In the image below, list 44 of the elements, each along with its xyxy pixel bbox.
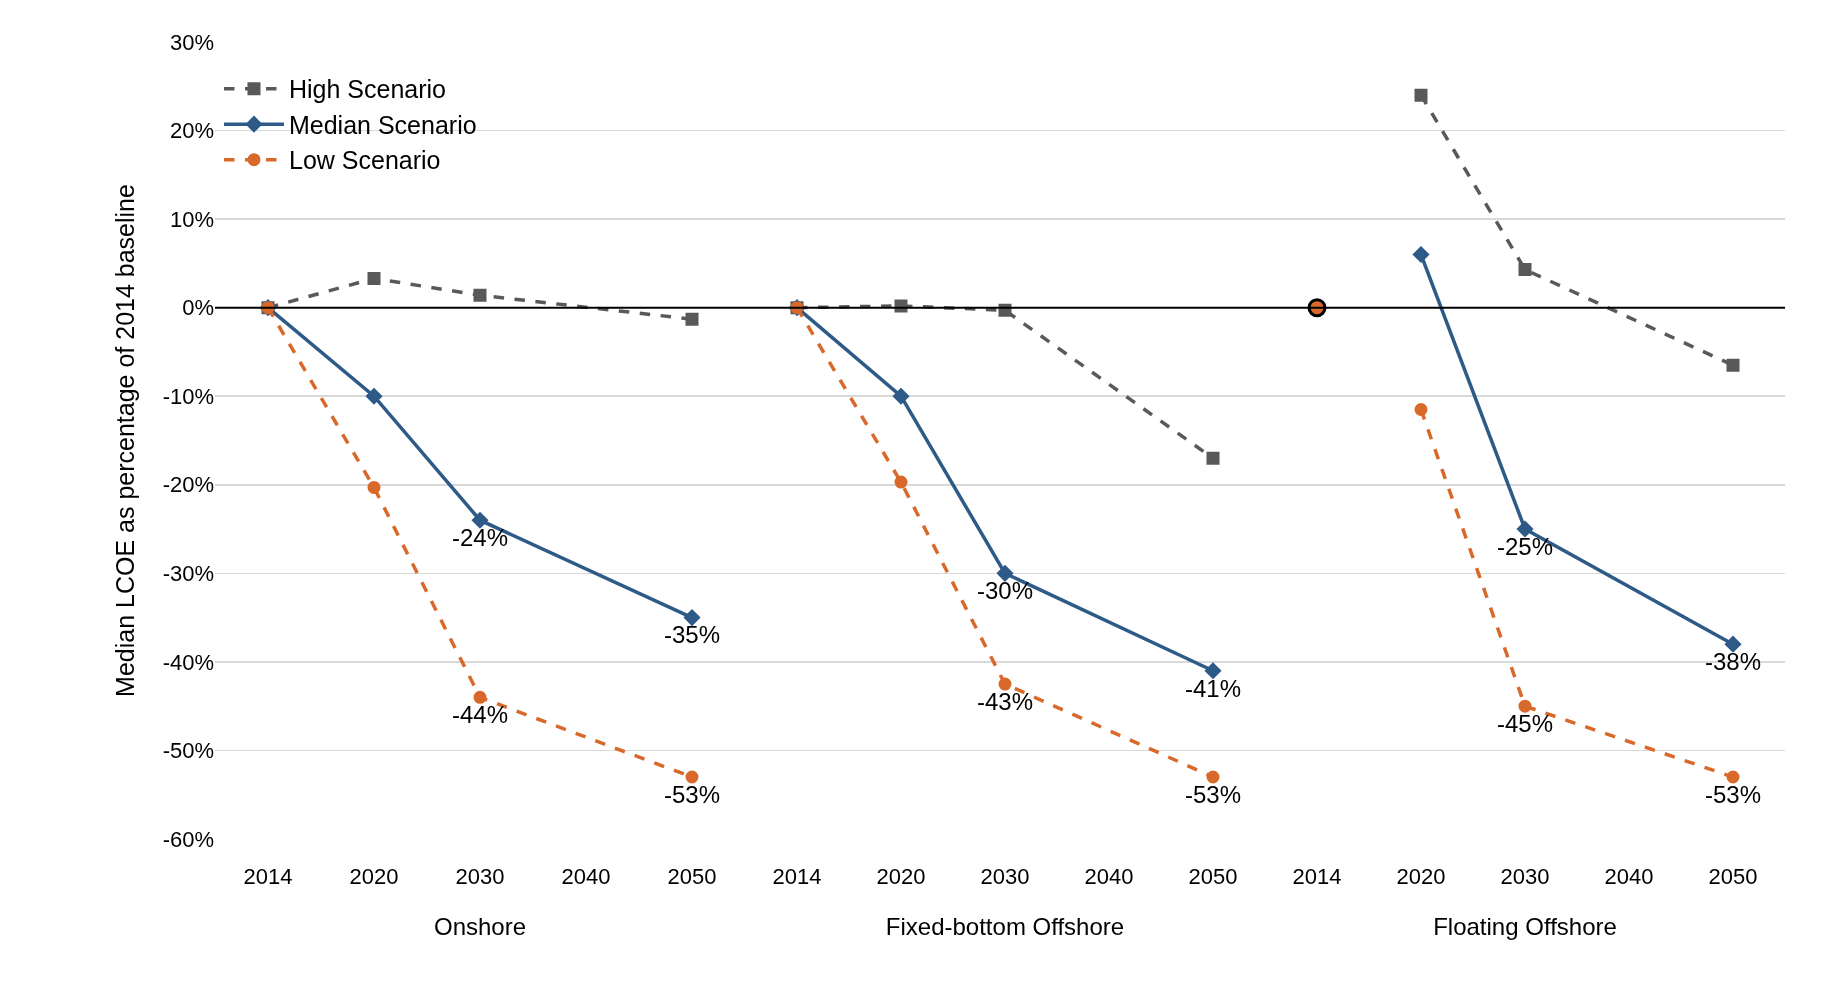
data-label: -45% [1496,710,1554,738]
y-axis-title: Median LCOE as percentage of 2014 baseline [111,184,140,697]
x-tick-label: 2030 [1500,864,1550,889]
y-tick-label: 20% [169,118,214,144]
x-tick-label: 2014 [1292,864,1342,889]
data-label: -30% [976,577,1034,605]
data-label: -24% [451,524,509,552]
legend-label: Low Scenario [288,146,441,175]
x-axis-title: Onshore [433,913,527,941]
data-label: -43% [976,687,1034,715]
data-label: -35% [663,621,721,649]
y-tick-label: -10% [162,383,214,409]
data-label: -53% [663,780,721,808]
x-tick-label: 2020 [349,864,399,889]
x-tick-label: 2040 [561,864,611,889]
x-tick-label: 2020 [1396,864,1446,889]
y-tick-label: -30% [162,561,214,587]
x-tick-label: 2014 [243,864,293,889]
x-tick-label: 2014 [772,864,822,889]
x-tick-label: 2050 [1188,864,1238,889]
legend-label: High Scenario [288,75,447,104]
y-tick-label: -50% [162,738,214,764]
data-label: -41% [1184,674,1242,702]
x-tick-label: 2040 [1084,864,1134,889]
y-tick-label: 0% [182,295,214,321]
x-axis-title: Floating Offshore [1433,913,1617,941]
x-tick-label: 2030 [455,864,505,889]
y-tick-label: -20% [162,472,214,498]
y-tick-label: -60% [162,826,214,852]
x-tick-label: 2050 [667,864,717,889]
data-label: -25% [1496,532,1554,560]
x-tick-label: 2050 [1708,864,1758,889]
y-tick-label: 30% [169,29,214,55]
data-label: -53% [1704,780,1762,808]
x-tick-label: 2040 [1604,864,1654,889]
legend-label: Median Scenario [288,110,477,139]
x-axis-title: Fixed-bottom Offshore [885,913,1125,941]
y-tick-label: -40% [162,649,214,675]
data-label: -38% [1704,648,1762,676]
y-tick-label: 10% [169,206,214,232]
data-label: -53% [1184,780,1242,808]
data-label: -44% [451,701,509,729]
x-tick-label: 2030 [980,864,1030,889]
x-tick-label: 2020 [876,864,926,889]
